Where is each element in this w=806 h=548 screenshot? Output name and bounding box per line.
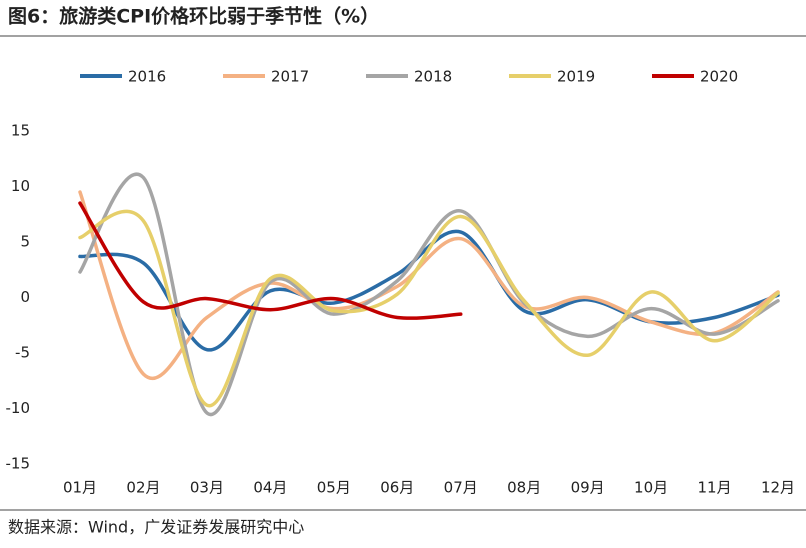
x-tick-label: 02月 (126, 479, 160, 497)
y-tick-label: 5 (20, 233, 30, 251)
y-tick-label: 10 (11, 177, 30, 195)
series-line (78, 209, 780, 408)
x-tick-label: 05月 (317, 479, 351, 497)
legend-label: 2019 (557, 68, 595, 86)
y-tick-label: 15 (11, 122, 30, 140)
x-tick-label: 11月 (697, 479, 731, 497)
chart-title: 图6：旅游类CPI价格环比弱于季节性（%） (8, 5, 379, 28)
series-line (78, 190, 780, 380)
x-tick-label: 03月 (190, 479, 224, 497)
y-tick-label: -15 (6, 455, 31, 473)
y-tick-label: 0 (20, 288, 30, 306)
legend-label: 2018 (414, 68, 452, 86)
legend-label: 2020 (700, 68, 738, 86)
series-line (78, 172, 780, 417)
legend-label: 2017 (271, 68, 309, 86)
y-tick-label: -5 (15, 344, 30, 362)
x-tick-label: 10月 (634, 479, 668, 497)
x-tick-label: 08月 (507, 479, 541, 497)
y-tick-label: -10 (6, 399, 31, 417)
x-tick-label: 09月 (571, 479, 605, 497)
series-line (78, 201, 463, 320)
source: 数据来源：Wind，广发证券发展研究中心 (8, 518, 304, 537)
x-tick-label: 01月 (63, 479, 97, 497)
legend-label: 2016 (128, 68, 166, 86)
x-tick-label: 12月 (761, 479, 795, 497)
x-tick-label: 07月 (444, 479, 478, 497)
x-tick-label: 04月 (253, 479, 287, 497)
x-tick-label: 06月 (380, 479, 414, 497)
